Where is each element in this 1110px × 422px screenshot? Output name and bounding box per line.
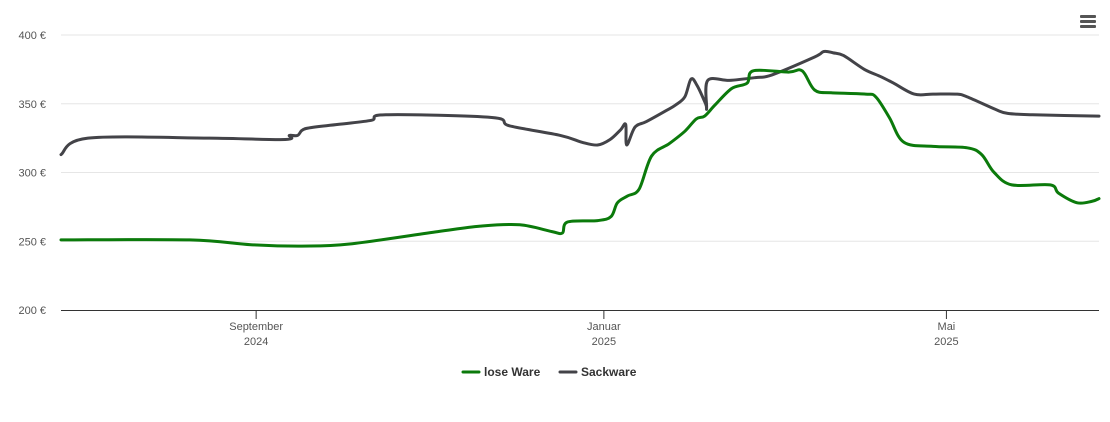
y-tick-label: 350 € [18, 99, 46, 111]
x-tick-label-month: Januar [587, 321, 621, 333]
y-axis: 200 € 250 € 300 € 350 € 400 € [18, 30, 46, 317]
y-tick-label: 200 € [18, 305, 46, 317]
x-tick-label-year: 2025 [592, 336, 616, 348]
series-line-sackware[interactable] [59, 49, 1101, 157]
y-tick-label: 250 € [18, 236, 46, 248]
legend-item-lose-ware[interactable]: lose Ware [461, 365, 541, 379]
x-tick-label-year: 2024 [244, 336, 268, 348]
y-tick-label: 300 € [18, 168, 46, 180]
grid-lines [61, 34, 1099, 242]
series-layer [59, 49, 1101, 248]
x-tick-label-month: Mai [938, 321, 956, 333]
x-axis: September 2024 Januar 2025 Mai 2025 [61, 310, 1099, 348]
chart-menu-icon[interactable] [1077, 11, 1099, 33]
x-tick-label-month: September [229, 321, 283, 333]
series-line-lose-ware[interactable] [59, 68, 1101, 248]
x-tick-label-year: 2025 [934, 336, 958, 348]
y-tick-label: 400 € [18, 30, 46, 42]
legend-label: lose Ware [484, 365, 541, 379]
legend-label: Sackware [581, 365, 637, 379]
legend: lose Ware Sackware [461, 365, 637, 379]
legend-item-sackware[interactable]: Sackware [558, 365, 637, 379]
